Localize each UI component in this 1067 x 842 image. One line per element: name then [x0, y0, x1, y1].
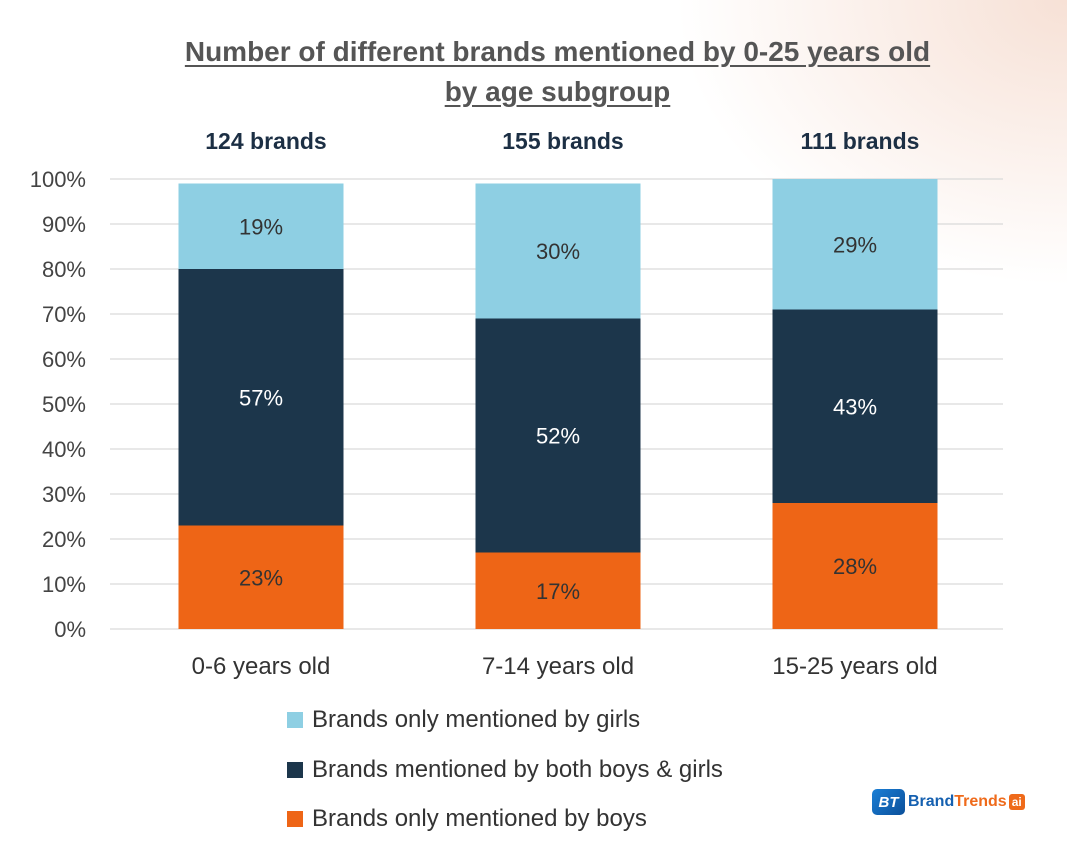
y-tick-label: 30% [42, 482, 86, 507]
bar-segment [178, 183, 344, 269]
logo-mark-icon: BT [872, 789, 905, 815]
bar-segment [772, 503, 938, 629]
data-label: 23% [239, 565, 283, 590]
data-label: 19% [239, 214, 283, 239]
data-label: 43% [833, 394, 877, 419]
chart-title-line-2: by age subgroup [444, 76, 671, 107]
data-label: 29% [833, 232, 877, 257]
y-tick-label: 80% [42, 257, 86, 282]
y-tick-label: 60% [42, 347, 86, 372]
legend-item-both: Brands mentioned by both boys & girls [287, 750, 847, 790]
chart-title-line-1: Number of different brands mentioned by … [184, 36, 931, 67]
y-tick-label: 90% [42, 212, 86, 237]
bar-segment [178, 525, 344, 629]
x-category-label: 15-25 years old [772, 653, 937, 680]
legend-swatch-both [287, 762, 303, 778]
y-tick-label: 10% [42, 572, 86, 597]
total-label: 124 brands [205, 128, 326, 154]
y-tick-label: 100% [30, 167, 86, 192]
x-category-label: 0-6 years old [192, 653, 331, 680]
y-tick-label: 70% [42, 302, 86, 327]
bar-segment [475, 552, 641, 629]
bar-segment [772, 309, 938, 503]
data-label: 28% [833, 554, 877, 579]
bar-segment [178, 269, 344, 526]
y-tick-label: 20% [42, 527, 86, 552]
legend-item-girls: Brands only mentioned by girls [287, 700, 847, 740]
legend-swatch-girls [287, 712, 303, 728]
legend-label-girls: Brands only mentioned by girls [312, 706, 641, 733]
total-label: 111 brands [801, 128, 920, 154]
data-label: 52% [536, 424, 580, 449]
y-tick-label: 0% [54, 617, 86, 642]
legend-item-boys: Brands only mentioned by boys [287, 799, 847, 839]
y-tick-label: 50% [42, 392, 86, 417]
x-category-label: 7-14 years old [482, 653, 634, 680]
bar-segment [475, 318, 641, 553]
legend-swatch-boys [287, 811, 303, 827]
legend-label-both: Brands mentioned by both boys & girls [312, 756, 723, 783]
data-label: 57% [239, 385, 283, 410]
y-tick-label: 40% [42, 437, 86, 462]
total-label: 155 brands [502, 128, 623, 154]
data-label: 17% [536, 579, 580, 604]
logo-brand-text: Brand [908, 793, 955, 810]
legend-label-boys: Brands only mentioned by boys [312, 805, 647, 832]
brandtrends-logo: BT Brand Trends ai [872, 787, 1047, 817]
bar-segment [772, 179, 938, 310]
data-label: 30% [536, 239, 580, 264]
logo-ai-badge: ai [1008, 794, 1025, 810]
bar-segment [475, 183, 641, 319]
chart-title: Number of different brands mentioned by … [0, 32, 1067, 112]
logo-trends-text: Trends [954, 793, 1007, 810]
